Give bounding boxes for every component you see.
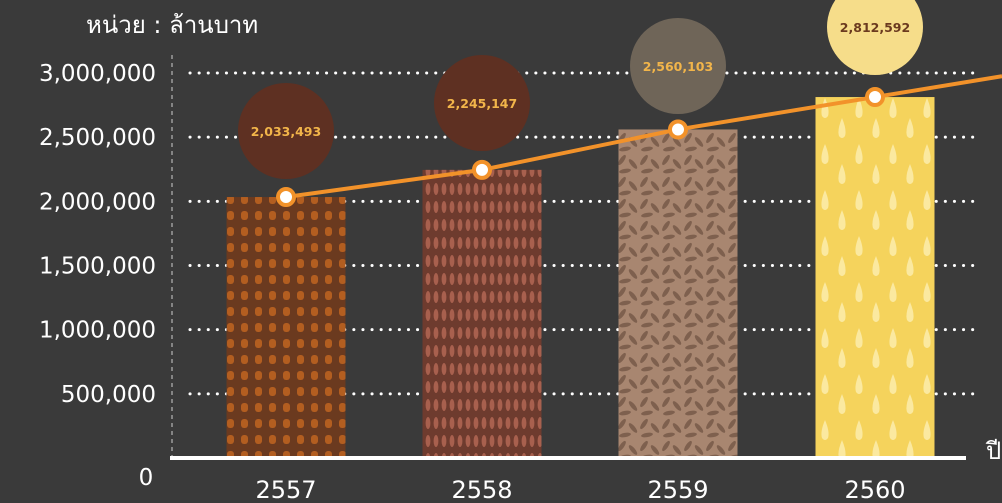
x-tick-label: 2558 <box>451 476 512 503</box>
y-tick-label: 2,000,000 <box>39 189 156 215</box>
trend-point-2558 <box>472 159 492 180</box>
value-bubbles: 2,033,493 2,245,147 2,560,103 2,812,592 <box>238 0 923 179</box>
value-bubble-2557 <box>238 83 334 179</box>
value-bubble-2560 <box>827 0 923 75</box>
bar-pattern-2560 <box>815 97 935 458</box>
bar-pattern-2558 <box>422 169 542 458</box>
y-tick-label: 500,000 <box>61 382 156 408</box>
y-tick-label: 2,500,000 <box>39 125 156 151</box>
data-label: 2,245,147 <box>447 96 517 111</box>
y-tick-label: 3,000,000 <box>39 61 156 87</box>
bars <box>226 97 935 459</box>
x-axis-label: ปี <box>985 437 1001 465</box>
value-bubble-2559 <box>630 18 726 114</box>
trend-point-2559 <box>668 119 688 140</box>
x-tick-label: 2557 <box>255 476 316 503</box>
y-unit-label: หน่วย : ล้านบาท <box>86 11 258 39</box>
y-tick-label: 0 <box>139 465 154 491</box>
value-bubble-2558 <box>434 55 530 151</box>
bar-pattern-2557 <box>226 197 346 458</box>
x-axis-ticks: 2557 2558 2559 2560 <box>255 476 905 503</box>
x-tick-label: 2559 <box>647 476 708 503</box>
y-axis-ticks: 0 500,000 1,000,000 1,500,000 2,000,000 2,500… <box>39 61 156 491</box>
data-label: 2,812,592 <box>840 20 910 35</box>
data-label: 2,033,493 <box>251 124 321 139</box>
trend-point-2560 <box>865 87 885 108</box>
x-tick-label: 2560 <box>844 476 905 503</box>
bar-pattern-2559 <box>618 129 738 459</box>
data-label: 2,560,103 <box>643 59 713 74</box>
y-tick-label: 1,500,000 <box>39 254 156 280</box>
y-tick-label: 1,000,000 <box>39 318 156 344</box>
trend-point-2557 <box>276 187 296 208</box>
trend-line <box>276 74 1002 208</box>
